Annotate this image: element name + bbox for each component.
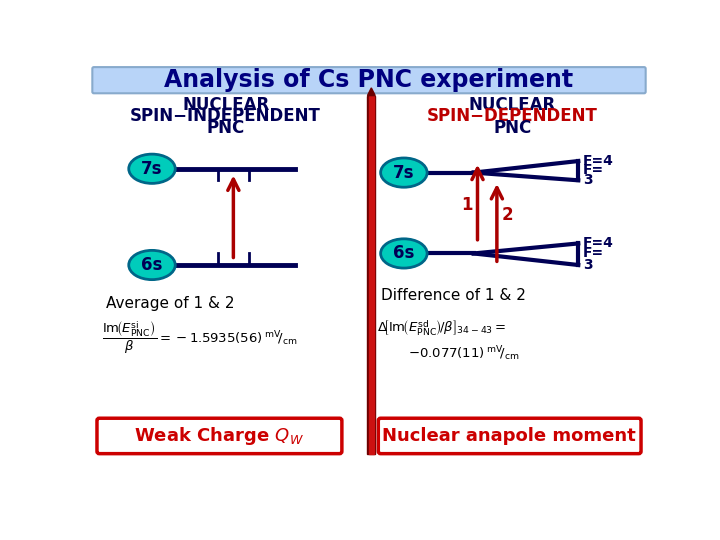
Text: 7s: 7s [141, 160, 163, 178]
Text: Weak Charge $Q_W$: Weak Charge $Q_W$ [135, 425, 305, 447]
FancyBboxPatch shape [92, 67, 646, 93]
Text: 1: 1 [462, 196, 473, 214]
Text: NUCLEAR: NUCLEAR [469, 96, 556, 114]
Text: $-0.077(11)\,^{\mathrm{mV}}\!/_{\mathrm{cm}}$: $-0.077(11)\,^{\mathrm{mV}}\!/_{\mathrm{… [408, 344, 520, 363]
Text: F=: F= [583, 246, 604, 260]
Text: Average of 1 & 2: Average of 1 & 2 [106, 296, 234, 311]
Ellipse shape [381, 158, 427, 187]
Text: SPIN−INDEPENDENT: SPIN−INDEPENDENT [130, 107, 321, 125]
Text: $\dfrac{\mathrm{Im}\!\left(E_{\mathrm{PNC}}^{\mathrm{si}}\right)}{\beta}= -1.593: $\dfrac{\mathrm{Im}\!\left(E_{\mathrm{PN… [102, 320, 297, 356]
Text: 2: 2 [501, 206, 513, 224]
Text: Analysis of Cs PNC experiment: Analysis of Cs PNC experiment [164, 68, 574, 92]
FancyBboxPatch shape [378, 418, 641, 454]
Text: PNC: PNC [493, 119, 531, 137]
Bar [367, 96, 375, 454]
FancyBboxPatch shape [97, 418, 342, 454]
Bar [369, 96, 374, 454]
Text: 6s: 6s [141, 256, 163, 274]
Text: Difference of 1 & 2: Difference of 1 & 2 [381, 288, 526, 303]
Polygon shape [367, 88, 375, 96]
Text: SPIN−DEPENDENT: SPIN−DEPENDENT [427, 107, 598, 125]
Text: F=4: F=4 [583, 237, 613, 251]
Ellipse shape [129, 154, 175, 184]
Ellipse shape [129, 251, 175, 280]
Text: PNC: PNC [207, 119, 245, 137]
Text: 6s: 6s [393, 245, 415, 262]
Text: 3: 3 [583, 258, 593, 272]
Text: F=: F= [583, 163, 604, 177]
Text: F=4: F=4 [583, 154, 613, 168]
Text: $\Delta\!\left[\mathrm{Im}\!\left(E_{\mathrm{PNC}}^{\mathrm{sd}}\right)\!/\beta\: $\Delta\!\left[\mathrm{Im}\!\left(E_{\ma… [377, 319, 506, 338]
Text: 3: 3 [583, 173, 593, 187]
Ellipse shape [381, 239, 427, 268]
Text: Nuclear anapole moment: Nuclear anapole moment [382, 427, 636, 445]
Text: 7s: 7s [393, 164, 415, 181]
Text: NUCLEAR: NUCLEAR [182, 96, 269, 114]
